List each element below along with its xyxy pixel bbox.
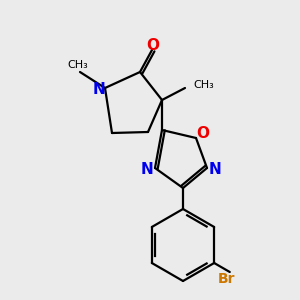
Text: N: N: [93, 82, 105, 97]
Text: O: O: [146, 38, 160, 52]
Text: CH₃: CH₃: [68, 60, 88, 70]
Text: O: O: [196, 127, 209, 142]
Text: Br: Br: [218, 272, 236, 286]
Text: CH₃: CH₃: [193, 80, 214, 90]
Text: N: N: [141, 161, 153, 176]
Text: N: N: [208, 161, 221, 176]
